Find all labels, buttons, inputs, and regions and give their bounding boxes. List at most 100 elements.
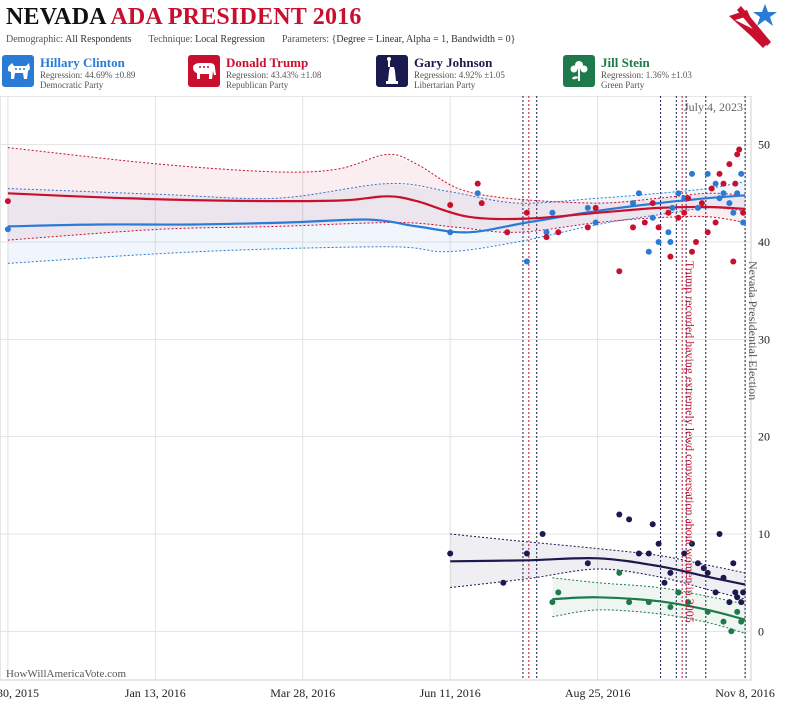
- site-credit: HowWillAmericaVote.com: [6, 668, 127, 680]
- poll-point: [584, 560, 591, 567]
- poll-point: [700, 565, 707, 572]
- trend-line: [450, 557, 746, 586]
- poll-point: [447, 229, 454, 236]
- poll-point: [543, 234, 550, 241]
- poll-point: [523, 209, 530, 216]
- poll-point: [635, 190, 642, 197]
- poll-point: [732, 589, 739, 596]
- poll-point: [734, 594, 741, 601]
- poll-point: [447, 550, 454, 557]
- donkey-icon: [2, 55, 34, 87]
- poll-point: [655, 239, 662, 245]
- poll-point: [730, 258, 737, 265]
- poll-point: [543, 229, 550, 236]
- poll-point: [716, 531, 723, 537]
- poll-point: [4, 198, 11, 205]
- poll-point: [726, 599, 733, 606]
- poll-point: [681, 209, 688, 216]
- poll-point: [616, 569, 623, 576]
- poll-point: [649, 521, 656, 528]
- poll-point: [504, 229, 511, 236]
- poll-point: [500, 579, 507, 586]
- poll-point: [685, 195, 692, 202]
- header: NEVADA ADA PRESIDENT 2016 Demographic: A…: [0, 0, 789, 96]
- y-tick-label: 0: [758, 624, 764, 638]
- poll-point: [667, 253, 674, 260]
- poll-point: [720, 190, 727, 197]
- poll-point: [708, 185, 715, 192]
- poll-point: [734, 608, 741, 615]
- y-tick-label: 20: [758, 430, 770, 444]
- poll-point: [584, 204, 591, 211]
- confidence-band: [450, 534, 746, 600]
- poll-point: [726, 161, 733, 168]
- poll-point: [655, 224, 662, 231]
- poll-point: [635, 550, 642, 557]
- poll-point: [616, 268, 623, 275]
- trend-lines: [7, 192, 746, 621]
- poll-point: [626, 516, 633, 523]
- lower-bound-line: [450, 568, 746, 600]
- upper-bound-line: [450, 533, 746, 574]
- poll-point: [730, 560, 737, 567]
- poll-point: [720, 574, 727, 581]
- poll-point: [641, 219, 648, 226]
- poll-point: [694, 204, 701, 211]
- poll-point: [712, 219, 719, 226]
- poll-point: [675, 589, 682, 596]
- upper-bound-line: [7, 181, 746, 204]
- poll-point: [667, 569, 674, 576]
- poll-point: [539, 531, 546, 537]
- candidate-party: Libertarian Party: [414, 80, 476, 90]
- star-flag-logo-icon: [729, 4, 777, 48]
- poll-point: [667, 604, 674, 610]
- poll-point: [704, 170, 711, 177]
- y-tick-label: 40: [758, 235, 770, 249]
- x-axis-ticks: Oct 30, 2015 Jan 13, 2016 Mar 28, 2016 Jun …: [0, 686, 775, 700]
- poll-point: [661, 579, 668, 586]
- poll-point: [665, 229, 672, 236]
- poll-point: [704, 229, 711, 236]
- candidate-party: Green Party: [601, 80, 645, 90]
- poll-point: [738, 170, 745, 177]
- y-tick-label: 30: [758, 332, 770, 346]
- upper-bound-line: [7, 147, 746, 204]
- x-tick-label: Nov 8, 2016: [715, 686, 775, 700]
- poll-point: [712, 180, 719, 187]
- poll-point: [698, 200, 705, 207]
- poll-point: [669, 204, 676, 211]
- x-tick-label: Mar 28, 2016: [270, 686, 335, 700]
- poll-point: [592, 219, 599, 226]
- y-tick-label: 10: [758, 527, 770, 541]
- poll-point: [734, 151, 741, 158]
- poll-point: [630, 200, 636, 207]
- poll-point: [549, 599, 556, 606]
- x-tick-label: Jan 13, 2016: [125, 686, 186, 700]
- date-stamp: July 4, 2023: [684, 100, 743, 114]
- poll-point: [645, 248, 652, 255]
- poll-point: [736, 146, 743, 153]
- trend-line: [7, 194, 746, 234]
- poll-point: [740, 209, 747, 216]
- poll-point: [645, 550, 652, 557]
- poll-point: [645, 599, 652, 606]
- poll-point: [716, 170, 723, 177]
- poll-point: [555, 229, 562, 236]
- poll-point: [689, 248, 695, 255]
- poll-point: [720, 618, 727, 625]
- poll-point: [474, 190, 481, 197]
- candidate-name: Jill Stein: [601, 55, 650, 70]
- candidate-card-clinton: Hillary Clinton Regression: 44.69% ±0.89…: [2, 55, 192, 91]
- event-annotation: Trump recorded having extremely lewd con…: [683, 261, 697, 623]
- poll-point: [694, 560, 701, 567]
- candidate-name: Hillary Clinton: [40, 55, 125, 70]
- poll-point: [584, 224, 591, 231]
- candidate-card-johnson: Gary Johnson Regression: 4.92% ±1.05 Lib…: [376, 55, 566, 91]
- poll-point: [675, 190, 682, 197]
- poll-point: [626, 599, 633, 606]
- demographic-value: All Respondents: [65, 34, 132, 45]
- poll-point: [740, 589, 747, 596]
- poll-point: [667, 239, 674, 245]
- poll-point: [523, 550, 530, 557]
- confidence-band: [552, 577, 746, 634]
